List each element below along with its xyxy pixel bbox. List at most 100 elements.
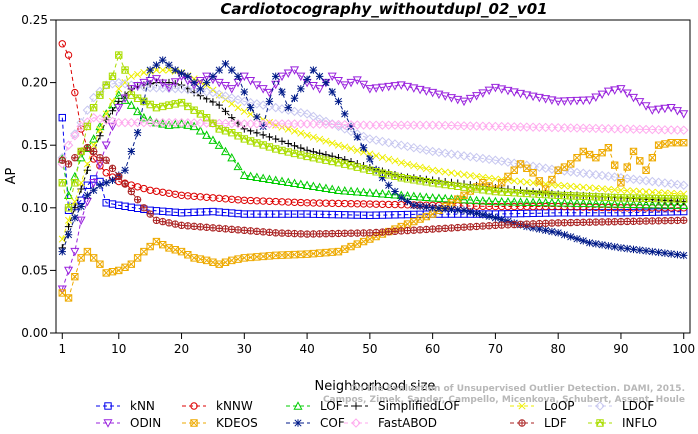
data-point-LOF-97 (660, 200, 670, 209)
data-point-COF-4 (77, 202, 85, 211)
data-point-FastABOD-86 (591, 123, 601, 134)
data-point-ODIN-98 (666, 103, 676, 113)
data-point-LoOP-17 (159, 66, 167, 74)
data-point-COF-93 (636, 246, 644, 254)
data-point-LOF-88 (603, 199, 613, 208)
data-point-FastABOD-34 (264, 119, 275, 129)
data-point-COF-97 (661, 249, 669, 257)
data-point-KDEOS-94 (642, 166, 650, 174)
legend-marker-LOF (293, 401, 303, 410)
x-tick-label-80: 80 (551, 342, 566, 356)
data-point-INFLO-18 (165, 101, 173, 109)
legend-marker-ODIN (103, 419, 113, 428)
data-point-ODIN-2 (64, 266, 74, 276)
data-point-INFLO-30 (240, 135, 249, 143)
data-point-ODIN-88 (603, 87, 613, 97)
data-point-LDOF-96 (653, 177, 664, 187)
data-point-KDEOS-63 (447, 199, 456, 207)
data-point-KDEOS-28 (228, 256, 236, 265)
data-point-LDOF-27 (220, 91, 231, 101)
data-point-LDOF-65 (459, 151, 469, 161)
data-point-LOF-52 (377, 189, 387, 198)
data-point-FastABOD-98 (666, 125, 676, 135)
data-point-SimplifiedLOF-22 (190, 88, 198, 97)
data-point-LDOF-89 (609, 172, 620, 182)
legend-item-FastABOD: FastABOD (344, 416, 437, 430)
data-point-FastABOD-89 (609, 124, 620, 134)
data-point-COF-84 (579, 237, 587, 245)
data-point-LDF-36 (278, 229, 286, 237)
data-point-ODIN-92 (628, 93, 639, 103)
data-point-ODIN-42 (315, 85, 325, 94)
data-point-ODIN-62 (440, 92, 450, 101)
data-point-LoOP-83 (573, 183, 581, 191)
data-point-ODIN-83 (572, 96, 582, 106)
data-point-kNNW-14 (140, 184, 148, 193)
data-point-COF-60 (428, 204, 437, 212)
data-point-ODIN-65 (459, 97, 469, 107)
data-point-COF-9 (108, 176, 117, 184)
data-point-LoOP-53 (385, 155, 393, 163)
data-point-LDOF-64 (453, 150, 463, 160)
data-point-FastABOD-17 (158, 117, 168, 128)
data-point-LoOP-7 (96, 125, 104, 134)
data-point-LoOP-73 (510, 177, 518, 185)
data-point-LDOF-74 (515, 159, 526, 169)
data-point-LDOF-77 (534, 162, 545, 172)
data-point-LDF-62 (441, 224, 449, 232)
data-point-LoOP-95 (648, 188, 656, 196)
data-point-LoOP-84 (579, 183, 587, 191)
data-point-LDF-33 (259, 228, 267, 236)
data-point-KDEOS-30 (240, 254, 249, 262)
data-point-LoOP-63 (447, 169, 456, 177)
data-point-LDOF-87 (597, 170, 607, 181)
data-point-LDF-94 (642, 217, 650, 225)
data-point-KDEOS-90 (617, 179, 625, 187)
data-point-COF-86 (592, 240, 600, 248)
data-point-ODIN-18 (164, 83, 174, 93)
data-point-FastABOD-70 (490, 121, 501, 132)
data-point-LOF-53 (384, 189, 394, 198)
data-point-FastABOD-68 (478, 121, 488, 131)
data-point-LOF-62 (440, 193, 450, 203)
legend-marker-INFLO (596, 419, 604, 427)
data-point-ODIN-44 (327, 72, 337, 82)
data-point-ODIN-48 (352, 76, 362, 85)
legend-item-kNN: kNN (96, 399, 155, 413)
data-point-KDEOS-85 (585, 150, 594, 159)
data-point-LOF-43 (321, 183, 331, 192)
data-point-COF-79 (548, 227, 556, 236)
data-point-KDEOS-31 (246, 253, 255, 262)
data-point-INFLO-34 (265, 143, 274, 151)
data-point-SimplifiedLOF-18 (165, 78, 173, 87)
data-point-COF-5 (83, 191, 92, 199)
watermark-line-2: Campos, Zimek, Sander, Campello, Micenko… (323, 395, 685, 405)
data-point-LDF-70 (491, 221, 500, 229)
data-point-LDF-30 (240, 226, 249, 234)
data-point-KDEOS-80 (554, 166, 562, 174)
data-point-FastABOD-95 (647, 124, 658, 135)
legend-marker-LDOF (595, 401, 605, 411)
data-point-SimplifiedLOF-55 (397, 172, 405, 181)
data-point-LDF-16 (152, 216, 161, 224)
data-point-LDOF-67 (471, 152, 482, 163)
data-point-SimplifiedLOF-33 (259, 131, 267, 139)
legend: kNN ODIN kNNW KDEOS LOF COF SimplifiedLOF FastA… (96, 399, 657, 430)
data-point-KDEOS-27 (221, 258, 230, 266)
data-point-LOF-26 (214, 140, 224, 149)
data-point-LoOP-60 (429, 166, 437, 174)
data-point-FastABOD-29 (233, 119, 243, 129)
data-point-LOF-99 (672, 200, 682, 209)
data-point-FastABOD-96 (653, 124, 664, 135)
data-point-LDF-71 (497, 221, 506, 229)
data-point-COF-76 (529, 224, 537, 232)
data-point-LDF-32 (253, 227, 261, 235)
y-tick-label-2: 0.10 (21, 201, 48, 215)
data-point-LOF-89 (610, 199, 620, 208)
data-point-COF-44 (328, 88, 336, 96)
data-point-ODIN-27 (220, 82, 231, 91)
data-point-LDOF-68 (478, 153, 488, 164)
data-point-LDF-69 (485, 222, 493, 230)
data-point-LDOF-84 (578, 168, 588, 178)
data-point-KDEOS-32 (253, 253, 261, 261)
